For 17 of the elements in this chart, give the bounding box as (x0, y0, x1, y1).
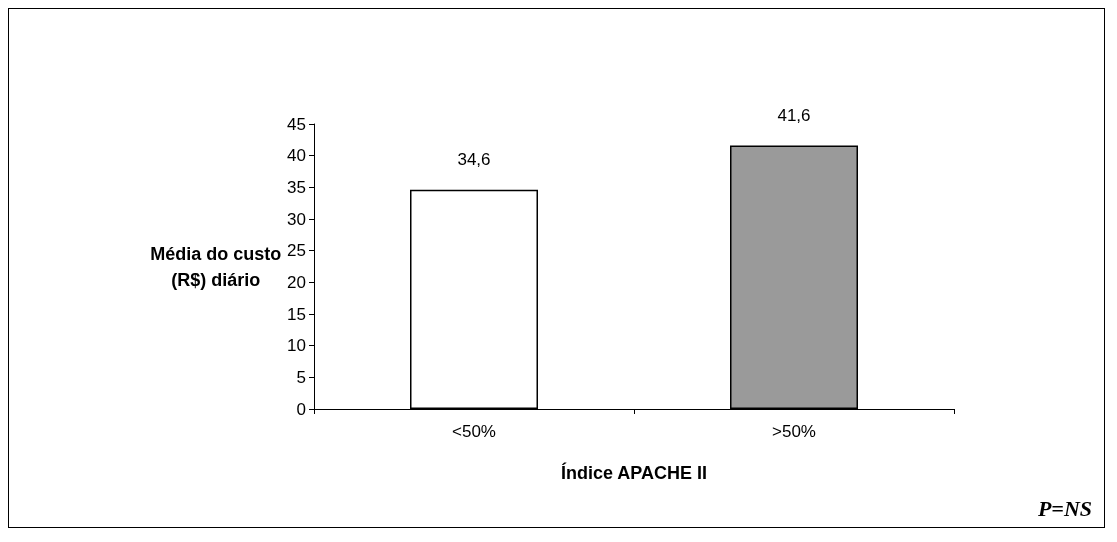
x-tick-label: >50% (772, 422, 816, 441)
text: P=NS (1036, 495, 1093, 521)
y-tick-label: 45 (287, 114, 306, 134)
y-tick-label: 15 (287, 304, 306, 324)
y-tick-label: 10 (287, 336, 306, 356)
data-label: 34,6 (457, 149, 491, 169)
y-tick-label: 5 (296, 367, 306, 387)
x-tick-label: <50% (452, 422, 496, 441)
y-tick-label: 20 (287, 272, 306, 292)
y-tick-label: 0 (296, 399, 306, 419)
data-label: 41,6 (777, 105, 811, 125)
x-axis-title: Índice APACHE II (560, 462, 708, 483)
y-tick-label: 40 (287, 146, 306, 166)
y-tick-label: 25 (287, 241, 306, 261)
y-tick-label: 30 (287, 209, 306, 229)
y-tick-label: 35 (287, 177, 306, 197)
y-axis-title: Média do custo (R$) diário (150, 243, 282, 290)
